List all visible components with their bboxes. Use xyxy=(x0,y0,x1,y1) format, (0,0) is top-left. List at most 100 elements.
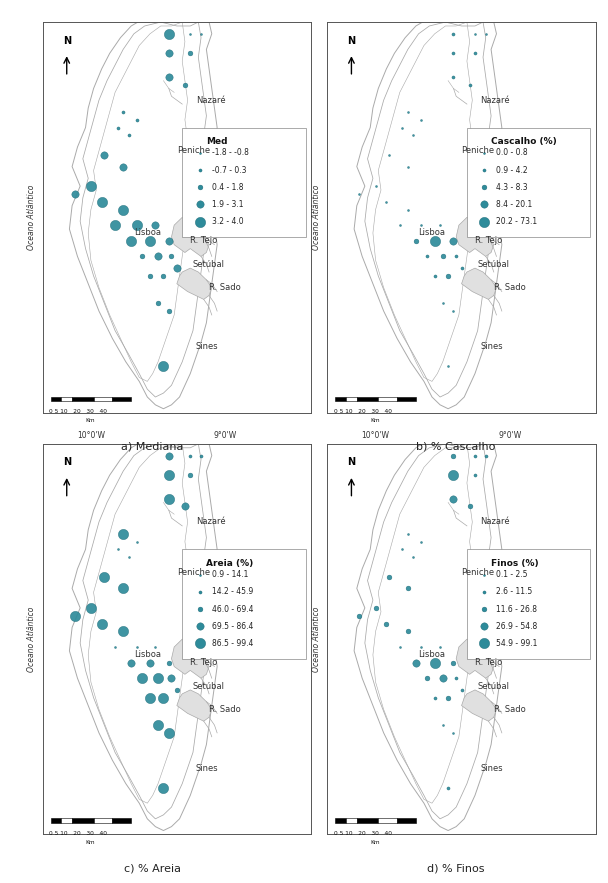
Point xyxy=(70,187,80,201)
Point xyxy=(185,468,195,482)
Polygon shape xyxy=(171,639,209,678)
Point xyxy=(164,234,174,248)
Text: 69.5 - 86.4: 69.5 - 86.4 xyxy=(212,622,253,630)
Point xyxy=(480,585,489,599)
Text: Km: Km xyxy=(370,418,380,423)
Text: Setúbal: Setúbal xyxy=(193,260,225,268)
Point xyxy=(159,358,168,373)
Point xyxy=(480,198,489,212)
Text: 0.9 - 14.1: 0.9 - 14.1 xyxy=(212,570,248,579)
Point xyxy=(451,249,461,263)
Point xyxy=(164,26,174,41)
Point xyxy=(384,570,394,584)
Point xyxy=(409,550,418,564)
Point xyxy=(196,449,206,463)
Point xyxy=(457,261,466,275)
Point xyxy=(411,234,421,248)
Point xyxy=(180,499,190,513)
Point xyxy=(480,637,489,651)
Text: 54.9 - 99.1: 54.9 - 99.1 xyxy=(497,639,538,648)
Bar xyxy=(336,819,346,823)
Point xyxy=(70,608,80,623)
Polygon shape xyxy=(461,690,497,721)
Point xyxy=(371,600,381,615)
Point xyxy=(97,616,106,630)
Text: 26.9 - 54.8: 26.9 - 54.8 xyxy=(497,622,537,630)
Point xyxy=(110,640,120,654)
Text: Peniche: Peniche xyxy=(177,569,210,577)
Point xyxy=(416,534,426,548)
Point xyxy=(164,70,174,84)
Text: Setúbal: Setúbal xyxy=(478,682,510,691)
Point xyxy=(195,198,204,212)
Point xyxy=(403,624,413,638)
FancyBboxPatch shape xyxy=(182,549,306,659)
Point xyxy=(137,249,147,263)
Point xyxy=(151,640,161,654)
Bar xyxy=(50,396,61,401)
Text: 8.4 - 20.1: 8.4 - 20.1 xyxy=(497,200,533,209)
Point xyxy=(159,781,168,795)
Bar xyxy=(357,819,378,823)
Text: N: N xyxy=(347,35,356,46)
Point xyxy=(167,249,176,263)
Point xyxy=(449,655,458,669)
Text: 0.9 - 4.2: 0.9 - 4.2 xyxy=(497,166,528,175)
Point xyxy=(132,113,142,127)
Text: Km: Km xyxy=(86,418,95,423)
Text: R. Tejo: R. Tejo xyxy=(190,658,218,667)
Text: Setúbal: Setúbal xyxy=(478,260,510,268)
Point xyxy=(430,234,440,248)
Point xyxy=(449,304,458,318)
Point xyxy=(153,671,163,685)
Text: Sines: Sines xyxy=(196,764,218,773)
Text: Peniche: Peniche xyxy=(461,569,495,577)
Text: Nazaré: Nazaré xyxy=(480,95,510,105)
Point xyxy=(195,215,204,229)
Point xyxy=(480,146,489,160)
Point xyxy=(409,128,418,142)
Point xyxy=(443,781,453,795)
Text: Peniche: Peniche xyxy=(177,147,210,155)
Point xyxy=(435,218,445,232)
Text: 2.6 - 11.5: 2.6 - 11.5 xyxy=(497,587,533,596)
Point xyxy=(180,78,190,92)
Point xyxy=(422,671,432,685)
Bar xyxy=(112,396,131,401)
Text: Km: Km xyxy=(370,840,380,844)
Text: -1.8 - -0.8: -1.8 - -0.8 xyxy=(212,148,249,157)
Point xyxy=(403,105,413,119)
Bar xyxy=(378,819,397,823)
Point xyxy=(185,46,195,60)
Point xyxy=(185,449,195,463)
Point xyxy=(164,655,174,669)
Point xyxy=(153,249,163,263)
Text: 9°0'W: 9°0'W xyxy=(213,431,237,440)
Text: 10°0'W: 10°0'W xyxy=(362,431,390,440)
Point xyxy=(395,640,405,654)
FancyBboxPatch shape xyxy=(467,549,590,659)
Point xyxy=(449,726,458,740)
Text: 0 5 10   20   30   40: 0 5 10 20 30 40 xyxy=(49,409,107,414)
Point xyxy=(151,218,161,232)
Text: R. Sado: R. Sado xyxy=(209,283,241,292)
Point xyxy=(443,358,453,373)
Bar xyxy=(61,396,72,401)
Point xyxy=(470,468,480,482)
Point xyxy=(195,568,204,582)
Point xyxy=(480,568,489,582)
Point xyxy=(430,655,440,669)
Point xyxy=(470,46,480,60)
Polygon shape xyxy=(177,690,212,721)
Text: 4.3 - 8.3: 4.3 - 8.3 xyxy=(497,183,528,192)
Bar xyxy=(72,396,94,401)
Text: Sines: Sines xyxy=(480,764,503,773)
Point xyxy=(480,602,489,616)
Bar xyxy=(72,819,94,823)
Text: Lisboa: Lisboa xyxy=(418,650,446,660)
Bar xyxy=(346,819,357,823)
Point xyxy=(354,608,364,623)
Point xyxy=(381,616,391,630)
Point xyxy=(119,581,128,595)
Bar xyxy=(397,396,416,401)
